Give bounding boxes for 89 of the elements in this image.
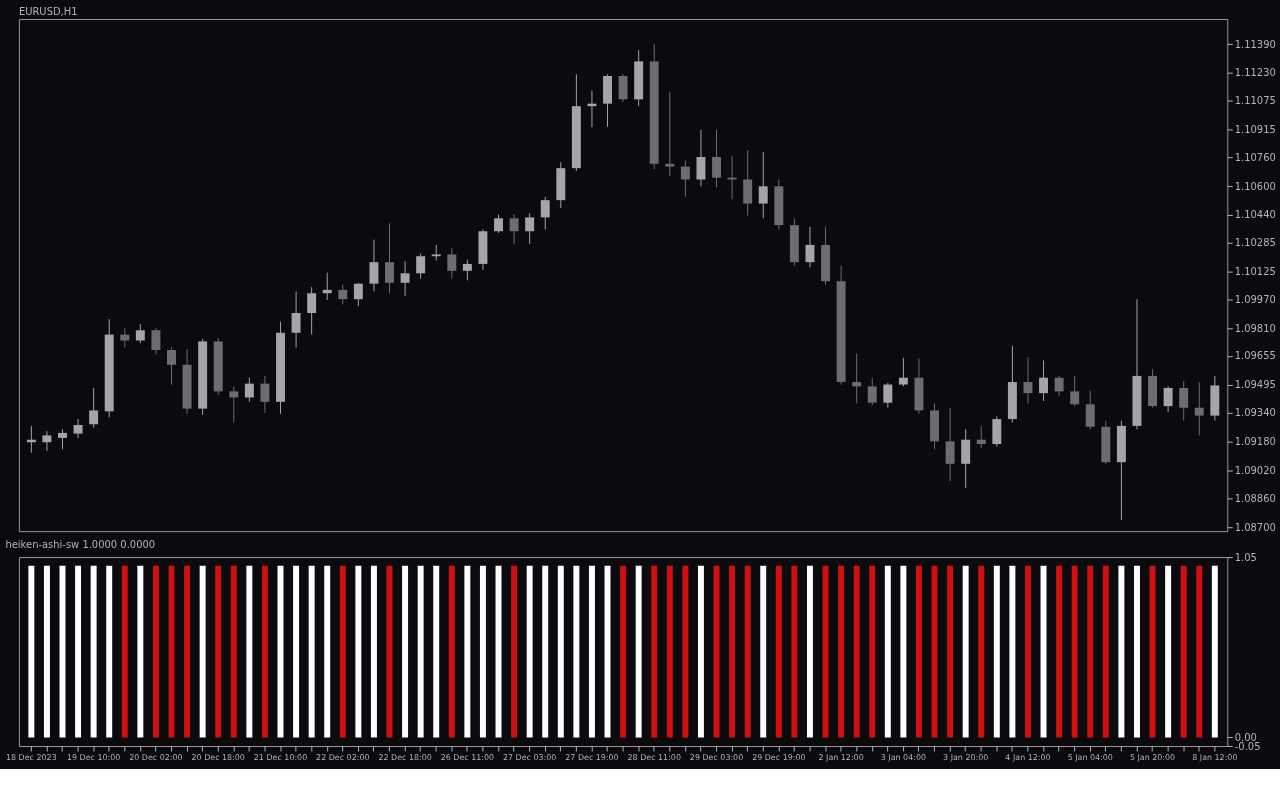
- chart-title: EURUSD,H1: [18, 6, 78, 18]
- candlestick: [898, 357, 908, 387]
- candlestick: [1085, 390, 1095, 430]
- x-tick-label: 3 Jan 20:00: [943, 753, 989, 763]
- y-tick-label: 1.11230: [1234, 67, 1276, 79]
- candlestick: [369, 239, 379, 292]
- y-tick-label: 1.09655: [1234, 350, 1276, 362]
- x-tick-label: 5 Jan 04:00: [1067, 753, 1113, 763]
- x-tick-label: 29 Dec 19:00: [752, 753, 806, 763]
- candlestick: [883, 382, 893, 409]
- candlestick: [447, 247, 457, 280]
- x-tick-label: 4 Jan 12:00: [1005, 753, 1051, 763]
- candlestick: [805, 226, 815, 268]
- candlestick: [73, 418, 83, 439]
- candlestick: [135, 323, 145, 344]
- candlestick: [976, 425, 986, 449]
- x-tick-label: 8 Jan 12:00: [1192, 753, 1238, 763]
- x-tick-label: 29 Dec 03:00: [689, 753, 744, 763]
- candlestick: [1163, 385, 1173, 413]
- y-tick-label: 1.09340: [1234, 407, 1276, 419]
- y-tick-label: 0.00: [1234, 731, 1257, 743]
- candlestick: [618, 73, 628, 103]
- chart-title: heiken-ashi-sw 1.0000 0.0000: [5, 539, 156, 551]
- x-tick-label: 21 Dec 10:00: [253, 753, 308, 763]
- y-tick-label: 1.09970: [1234, 293, 1276, 305]
- y-tick-label: 1.08860: [1234, 493, 1276, 505]
- x-tick-label: 2 Jan 12:00: [818, 753, 864, 763]
- x-tick-label: 3 Jan 04:00: [880, 753, 926, 763]
- y-tick-label: 1.11390: [1234, 38, 1276, 50]
- candlestick: [416, 253, 426, 280]
- candlestick: [758, 151, 768, 219]
- y-tick-label: 1.10915: [1234, 124, 1276, 136]
- candlestick: [525, 212, 535, 245]
- y-tick-label: 1.05: [1234, 551, 1257, 563]
- x-tick-label: 22 Dec 02:00: [316, 753, 370, 763]
- x-tick-label: 18 Dec 2023: [5, 753, 57, 763]
- candlestick: [1023, 356, 1033, 404]
- x-tick-label: 20 Dec 02:00: [129, 753, 183, 763]
- candlestick: [229, 385, 239, 423]
- y-tick-label: 1.10440: [1234, 209, 1276, 221]
- y-tick-label: 1.09495: [1234, 379, 1276, 391]
- candlestick: [291, 290, 301, 349]
- candlestick: [1179, 380, 1189, 422]
- candlestick: [151, 327, 161, 355]
- candlestick: [307, 286, 317, 336]
- candlestick: [945, 407, 955, 482]
- candlestick: [1054, 375, 1064, 397]
- candlestick: [680, 159, 690, 198]
- candlestick: [1039, 359, 1049, 402]
- candlestick: [42, 430, 52, 452]
- x-tick-label: 28 Dec 11:00: [627, 753, 681, 763]
- candlestick: [89, 387, 99, 429]
- y-tick-label: 1.10600: [1234, 180, 1276, 192]
- x-tick-label: 26 Dec 11:00: [440, 753, 495, 763]
- x-tick-label: 5 Jan 20:00: [1129, 753, 1176, 763]
- candlestick: [867, 377, 877, 406]
- candlestick: [696, 129, 706, 187]
- x-tick-label: 22 Dec 18:00: [378, 753, 432, 763]
- candlestick: [353, 282, 363, 307]
- x-tick-label: 19 Dec 10:00: [66, 753, 121, 763]
- candlestick: [244, 377, 254, 403]
- candlestick: [462, 259, 472, 281]
- candlestick: [400, 260, 410, 297]
- candlestick: [120, 327, 130, 349]
- candlestick: [1194, 381, 1204, 436]
- candlestick: [58, 428, 67, 450]
- candlestick: [852, 352, 862, 404]
- candlestick: [665, 91, 675, 177]
- candlestick: [338, 284, 348, 305]
- candlestick: [712, 129, 721, 188]
- candlestick: [540, 196, 550, 230]
- y-tick-label: 1.09810: [1234, 322, 1276, 334]
- y-tick-label: 1.09020: [1234, 464, 1276, 476]
- y-tick-label: 1.10285: [1234, 237, 1276, 249]
- candlestick: [1070, 375, 1080, 407]
- y-tick-label: 1.10760: [1234, 151, 1276, 163]
- y-tick-label: 1.08700: [1234, 522, 1276, 534]
- candlestick: [509, 213, 519, 245]
- x-tick-label: 20 Dec 18:00: [191, 753, 245, 763]
- candlestick: [494, 214, 503, 234]
- x-tick-label: 27 Dec 03:00: [502, 753, 557, 763]
- y-tick-label: 1.10125: [1234, 265, 1276, 277]
- candlestick: [167, 347, 176, 386]
- y-tick-label: -0.05: [1234, 740, 1261, 752]
- y-tick-label: 1.09180: [1234, 435, 1276, 447]
- candlestick: [260, 375, 270, 414]
- y-tick-label: 1.11075: [1234, 95, 1276, 107]
- x-tick-label: 27 Dec 19:00: [565, 753, 619, 763]
- candlestick: [385, 222, 394, 294]
